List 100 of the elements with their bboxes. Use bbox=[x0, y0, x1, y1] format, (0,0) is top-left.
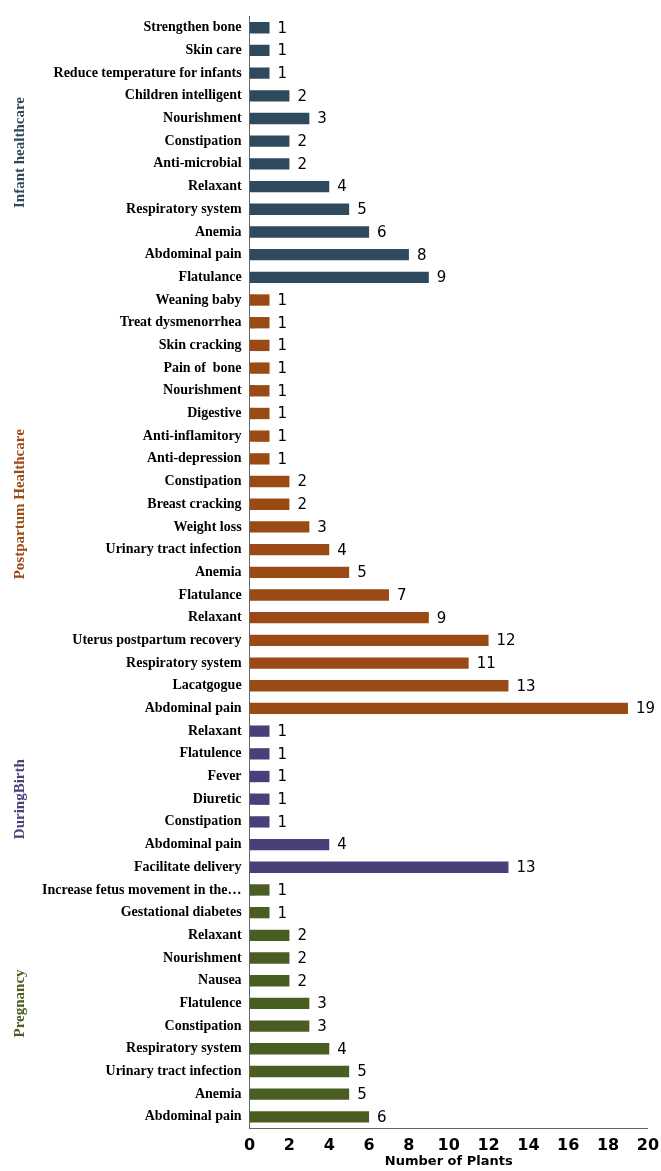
bar bbox=[249, 453, 270, 465]
y-tick-label: Constipation bbox=[164, 813, 242, 829]
y-tick-label: Treat dysmenorrhea bbox=[119, 314, 242, 330]
data-label: 5 bbox=[357, 200, 367, 219]
y-tick-label: Relaxant bbox=[187, 722, 242, 738]
bar bbox=[249, 657, 469, 669]
data-label: 1 bbox=[277, 767, 288, 786]
data-label: 8 bbox=[416, 245, 427, 264]
data-label: 2 bbox=[297, 86, 307, 105]
data-label: 1 bbox=[277, 64, 288, 83]
data-label: 5 bbox=[357, 563, 367, 582]
data-label: 3 bbox=[317, 1016, 327, 1035]
data-label: 1 bbox=[277, 381, 288, 400]
data-label: 1 bbox=[277, 790, 288, 809]
x-tick-label: 14 bbox=[517, 1134, 540, 1154]
y-tick-label: Abdominal pain bbox=[144, 1108, 242, 1124]
bar bbox=[249, 158, 290, 170]
bar bbox=[249, 317, 270, 329]
y-tick-label: Lacatgogue bbox=[172, 677, 242, 693]
y-tick-label: Urinary tract infection bbox=[105, 1063, 242, 1079]
bar bbox=[249, 248, 409, 261]
data-label: 6 bbox=[377, 1107, 387, 1126]
bar bbox=[249, 793, 270, 805]
data-label: 9 bbox=[436, 268, 447, 287]
y-tick-label: Relaxant bbox=[187, 178, 242, 194]
text: DuringBirth bbox=[10, 758, 27, 840]
data-label: 4 bbox=[337, 540, 347, 559]
bar bbox=[249, 1065, 350, 1078]
y-tick-label: Breast cracking bbox=[147, 495, 242, 511]
bar bbox=[249, 838, 330, 851]
y-tick-label: Pain of bone bbox=[163, 359, 242, 375]
y-tick-label: Increase fetus movement in the… bbox=[41, 881, 242, 897]
y-tick-label: Weaning baby bbox=[155, 291, 242, 307]
y-tick-label: Skin care bbox=[185, 42, 242, 58]
data-label: 2 bbox=[297, 154, 307, 173]
bar bbox=[249, 521, 310, 533]
data-label: 3 bbox=[317, 517, 327, 536]
data-label: 1 bbox=[277, 880, 288, 899]
data-label: 2 bbox=[297, 472, 307, 491]
data-label: 1 bbox=[277, 336, 288, 355]
text: Infant healthcare bbox=[10, 96, 27, 209]
bar bbox=[249, 906, 270, 919]
text: Postpartum Healthcare bbox=[10, 428, 27, 580]
y-tick-label: Respiratory system bbox=[126, 654, 242, 670]
data-label: 3 bbox=[317, 994, 327, 1013]
y-tick-label: Anemia bbox=[194, 563, 242, 579]
y-tick-label: Constipation bbox=[164, 1017, 242, 1033]
data-label: 2 bbox=[297, 948, 307, 967]
data-label: 1 bbox=[277, 449, 288, 468]
data-label: 2 bbox=[297, 495, 307, 514]
bar bbox=[249, 67, 270, 79]
bar bbox=[249, 975, 290, 987]
y-tick-label: Children intelligent bbox=[124, 87, 242, 103]
bar bbox=[249, 725, 270, 737]
data-label: 1 bbox=[277, 18, 288, 37]
y-tick-label: Diuretic bbox=[192, 790, 242, 806]
y-tick-label: Abdominal pain bbox=[144, 836, 242, 852]
y-tick-label: Flatulence bbox=[179, 995, 242, 1011]
data-label: 11 bbox=[476, 653, 496, 672]
data-label: 1 bbox=[277, 744, 288, 763]
bar bbox=[249, 702, 628, 715]
data-label: 1 bbox=[277, 903, 288, 922]
bar bbox=[249, 1088, 350, 1100]
data-label: 19 bbox=[635, 699, 656, 718]
x-tick-label: 2 bbox=[283, 1134, 295, 1154]
y-tick-label: Nourishment bbox=[163, 110, 242, 126]
bar bbox=[249, 612, 429, 624]
bar bbox=[249, 407, 270, 420]
bar bbox=[249, 498, 290, 510]
bar bbox=[249, 589, 389, 601]
y-tick-label: Anti-inflamitory bbox=[142, 427, 242, 443]
bar bbox=[249, 90, 290, 102]
x-axis-title: Number of Plants bbox=[384, 1152, 513, 1168]
x-tick-label: 4 bbox=[323, 1134, 335, 1154]
y-tick-label: Uterus postpartum recovery bbox=[72, 631, 242, 647]
y-tick-label: Respiratory system bbox=[126, 1040, 242, 1056]
bar bbox=[249, 475, 290, 488]
bar bbox=[249, 997, 310, 1010]
x-tick-label: 12 bbox=[477, 1134, 500, 1154]
bar bbox=[249, 430, 270, 442]
bar bbox=[249, 884, 270, 896]
y-tick-label: Respiratory system bbox=[126, 200, 242, 216]
y-tick-label: Flatulance bbox=[178, 268, 242, 284]
bar bbox=[249, 22, 270, 34]
y-tick-label: Anemia bbox=[194, 223, 242, 239]
data-label: 4 bbox=[337, 177, 347, 196]
data-label: 5 bbox=[357, 1062, 367, 1081]
bar bbox=[249, 339, 270, 352]
data-label: 2 bbox=[297, 926, 307, 945]
data-label: 1 bbox=[277, 358, 288, 377]
y-tick-label: Relaxant bbox=[187, 609, 242, 625]
bar bbox=[249, 362, 270, 374]
y-tick-label: Digestive bbox=[187, 405, 242, 421]
data-label: 1 bbox=[277, 290, 288, 309]
x-tick-label: 8 bbox=[403, 1134, 415, 1154]
bar bbox=[249, 1043, 330, 1055]
bar bbox=[249, 180, 330, 193]
y-tick-label: Anti-depression bbox=[146, 450, 242, 466]
bar bbox=[249, 44, 270, 57]
bar bbox=[249, 203, 350, 215]
